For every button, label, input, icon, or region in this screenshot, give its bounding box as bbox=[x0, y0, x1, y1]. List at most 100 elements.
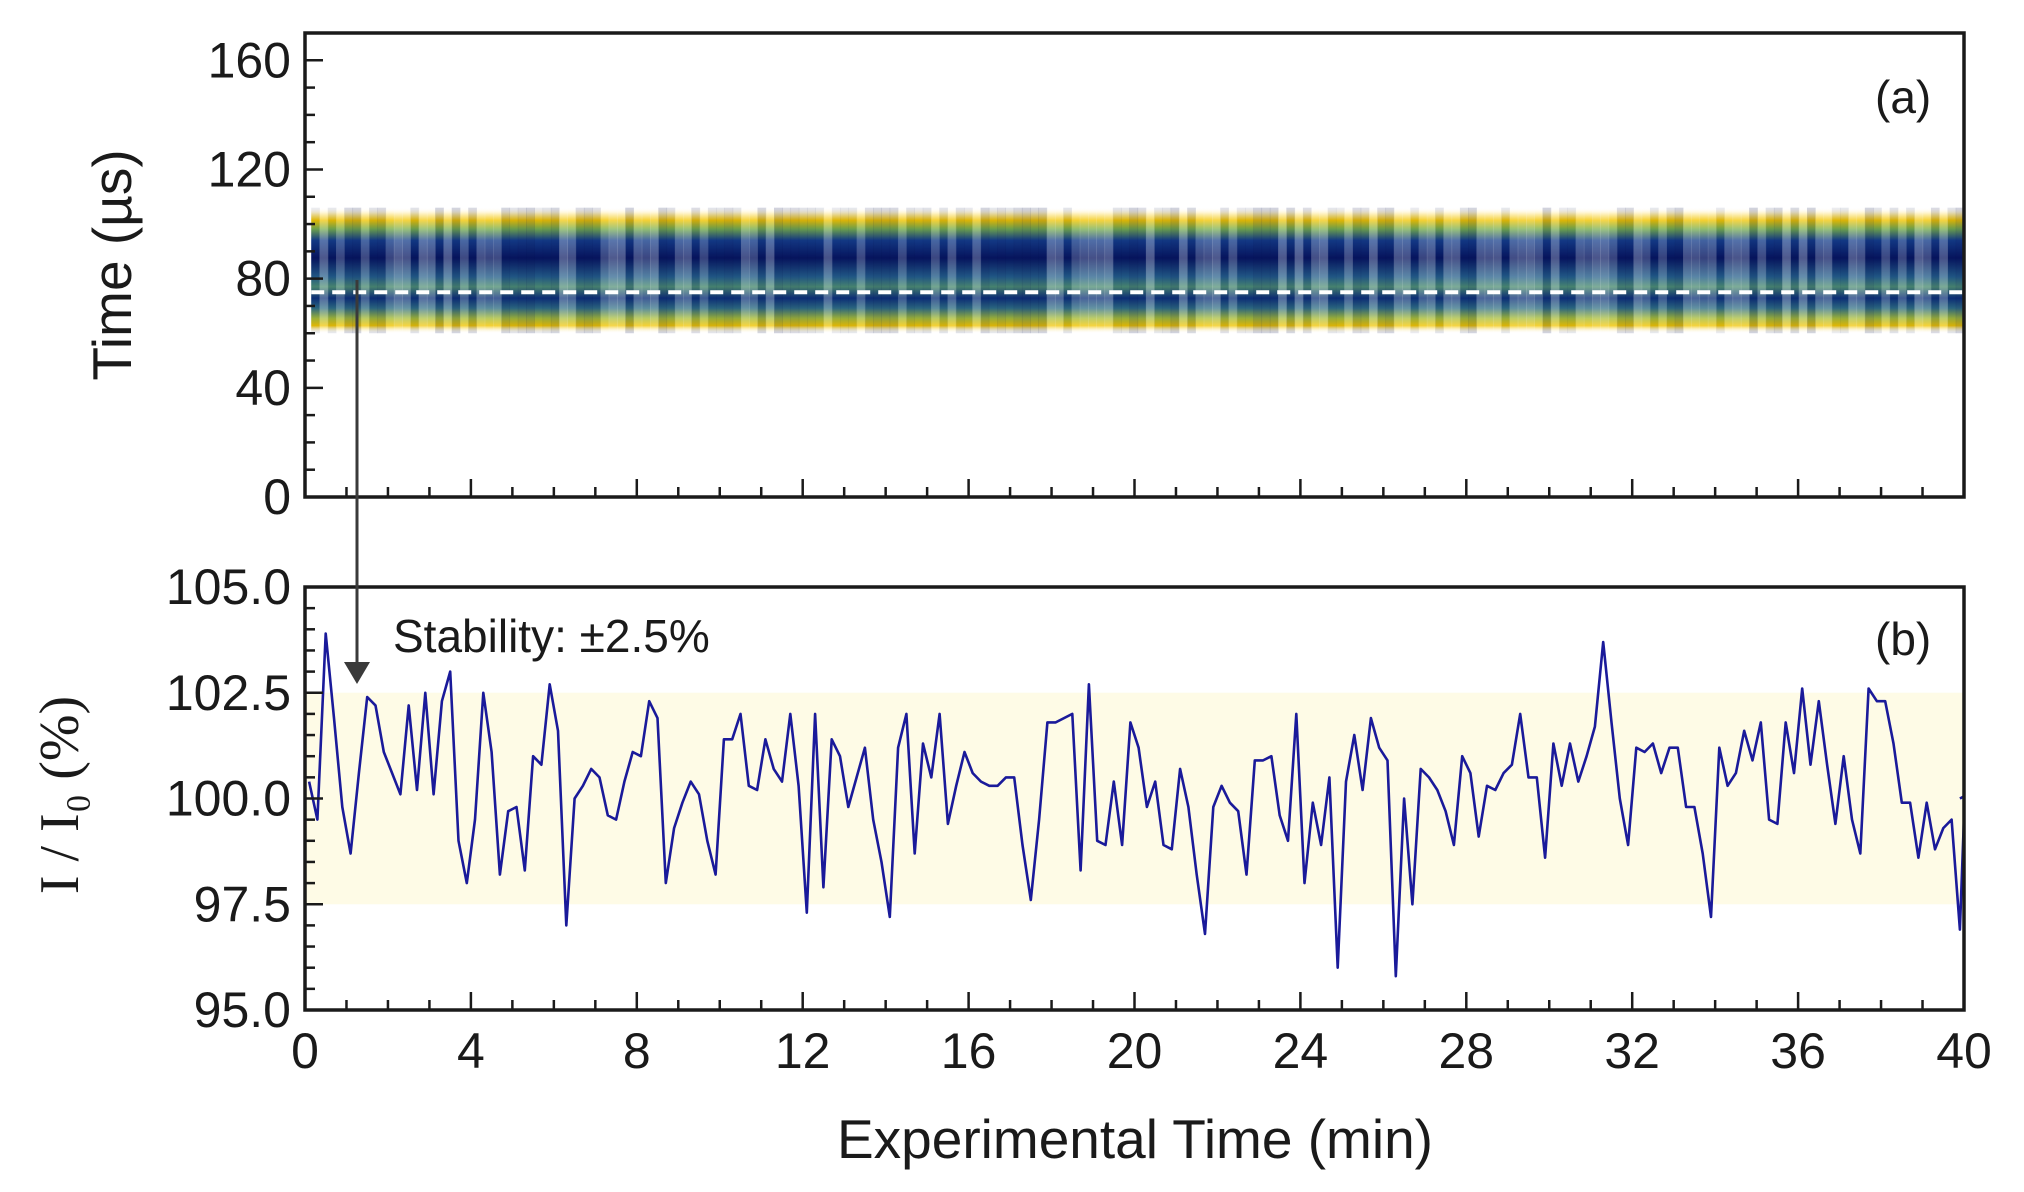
heatmap-column bbox=[1187, 207, 1196, 334]
heatmap-column bbox=[724, 207, 734, 334]
heatmap-column bbox=[1137, 207, 1147, 334]
heatmap-column bbox=[1418, 207, 1428, 334]
heatmap-column bbox=[1261, 207, 1271, 334]
heatmap-column bbox=[1889, 207, 1899, 334]
x-tick-label: 20 bbox=[1107, 1023, 1163, 1079]
panel-a-frame bbox=[303, 31, 1966, 499]
heatmap-column bbox=[1278, 207, 1287, 334]
heatmap-column bbox=[955, 207, 965, 334]
heatmap-column bbox=[1806, 207, 1816, 334]
heatmap-column bbox=[939, 207, 949, 334]
heatmap-column bbox=[443, 207, 453, 334]
heatmap-column bbox=[336, 207, 345, 334]
heatmap-column bbox=[559, 207, 568, 334]
heatmap-column bbox=[1063, 207, 1072, 334]
panel-b-ytick-labels: 95.0 97.5 100.0 102.5 105.0 bbox=[166, 559, 291, 1038]
heatmap-column bbox=[1104, 207, 1114, 334]
heatmap-column bbox=[1327, 207, 1337, 334]
heatmap-column bbox=[1046, 207, 1056, 334]
y-tick-label: 120 bbox=[208, 141, 291, 197]
heatmap-column bbox=[1013, 207, 1023, 334]
heatmap-column bbox=[352, 207, 362, 334]
heatmap-column bbox=[1707, 207, 1717, 334]
heatmap-column bbox=[1592, 207, 1601, 334]
y-tick-label: 97.5 bbox=[194, 876, 291, 932]
heatmap-column bbox=[1236, 207, 1246, 334]
heatmap-column bbox=[369, 207, 378, 334]
heatmap-column bbox=[575, 207, 585, 334]
heatmap-column bbox=[732, 207, 742, 334]
heatmap-column bbox=[988, 207, 998, 334]
heatmap-column bbox=[1484, 207, 1494, 334]
heatmap-column bbox=[641, 207, 651, 334]
panel-b-label: (b) bbox=[1875, 613, 1931, 665]
heatmap-column bbox=[1947, 207, 1957, 334]
heatmap-column bbox=[1633, 207, 1643, 334]
x-tick-label: 12 bbox=[775, 1023, 831, 1079]
heatmap-column bbox=[633, 207, 643, 334]
heatmap-column bbox=[931, 207, 940, 334]
panel-a-ylabel: Time (µs) bbox=[81, 149, 143, 380]
arrow-head bbox=[344, 662, 370, 684]
panel-a-label: (a) bbox=[1875, 71, 1931, 123]
heatmap-column bbox=[1939, 207, 1948, 334]
x-tick-label: 8 bbox=[623, 1023, 651, 1079]
heatmap-column bbox=[550, 207, 560, 334]
heatmap-column bbox=[683, 207, 692, 334]
stability-band bbox=[305, 692, 1964, 905]
heatmap-column bbox=[1765, 207, 1775, 334]
heatmap-column bbox=[1302, 207, 1312, 334]
heatmap-column bbox=[311, 207, 320, 334]
heatmap-column bbox=[1154, 207, 1163, 334]
heatmap-column bbox=[600, 207, 610, 334]
heatmap-column bbox=[1732, 207, 1742, 334]
heatmap-column bbox=[410, 207, 420, 334]
heatmap-column bbox=[1550, 207, 1560, 334]
heatmap-column bbox=[798, 207, 808, 334]
heatmap-column bbox=[1559, 207, 1568, 334]
heatmap-column bbox=[1641, 207, 1651, 334]
heatmap-column bbox=[1311, 207, 1320, 334]
heatmap-column bbox=[1038, 207, 1048, 334]
heatmap-column bbox=[1393, 207, 1403, 334]
heatmap-column bbox=[1625, 207, 1634, 334]
heatmap-column bbox=[1716, 207, 1725, 334]
heatmap-column bbox=[1666, 207, 1676, 334]
heatmap-column bbox=[757, 207, 767, 334]
heatmap-column bbox=[1583, 207, 1593, 334]
heatmap-column bbox=[716, 207, 725, 334]
heatmap-column bbox=[319, 207, 329, 334]
heatmap-column bbox=[583, 207, 593, 334]
heatmap-column bbox=[1897, 207, 1907, 334]
heatmap-column bbox=[1426, 207, 1436, 334]
x-tick-label: 28 bbox=[1438, 1023, 1494, 1079]
y-tick-label: 0 bbox=[263, 469, 291, 525]
heatmap-column bbox=[468, 207, 477, 334]
heatmap-column bbox=[360, 207, 370, 334]
heatmap-column bbox=[534, 207, 544, 334]
x-axis-title: Experimental Time (min) bbox=[837, 1108, 1433, 1170]
x-tick-label: 24 bbox=[1273, 1023, 1329, 1079]
heatmap-column bbox=[1368, 207, 1378, 334]
heatmap-column bbox=[1699, 207, 1709, 334]
x-tick-label: 4 bbox=[457, 1023, 485, 1079]
heatmap-column bbox=[972, 207, 982, 334]
heatmap-column bbox=[1468, 207, 1477, 334]
heatmap-column bbox=[1691, 207, 1701, 334]
heatmap-column bbox=[1245, 207, 1254, 334]
heatmap-column bbox=[1864, 207, 1874, 334]
y-tick-label: 95.0 bbox=[194, 982, 291, 1038]
heatmap-column bbox=[1674, 207, 1684, 334]
heatmap-column bbox=[1286, 207, 1296, 334]
heatmap-band bbox=[311, 207, 1964, 334]
heatmap-column bbox=[674, 207, 684, 334]
heatmap-column bbox=[1823, 207, 1833, 334]
heatmap-column bbox=[327, 207, 337, 334]
y-tick-label: 100.0 bbox=[166, 771, 291, 827]
heatmap-column bbox=[707, 207, 717, 334]
stability-annotation: Stability: ±2.5% bbox=[393, 610, 710, 662]
heatmap-column bbox=[906, 207, 915, 334]
heatmap-column bbox=[1831, 207, 1841, 334]
heatmap-column bbox=[484, 207, 494, 334]
heatmap-column bbox=[1054, 207, 1064, 334]
